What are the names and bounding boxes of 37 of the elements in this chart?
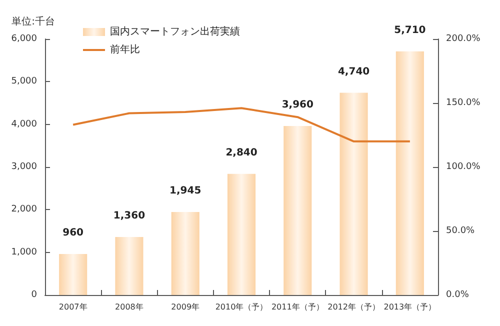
bar	[284, 126, 312, 295]
data-label: 960	[62, 228, 84, 239]
bar	[396, 51, 424, 295]
y-tick-label: 2,000	[11, 204, 38, 215]
data-label: 2,840	[226, 147, 258, 158]
bar	[340, 92, 368, 295]
x-tick-label: 2010年（予）	[215, 302, 268, 312]
y2-tick-label: 0.0%	[446, 290, 470, 300]
data-label: 4,740	[338, 66, 370, 78]
x-tick-label: 2012年（予）	[328, 302, 380, 312]
data-label: 1,360	[113, 210, 146, 222]
y-tick-label: 3,000	[11, 162, 38, 172]
legend-label: 国内スマートフォン出荷実績	[110, 26, 240, 38]
bar	[171, 212, 200, 295]
y2-tick-label: 200.0%	[446, 34, 481, 44]
y-axis-title: 単位:千台	[12, 16, 55, 28]
data-label: 5,710	[394, 24, 426, 36]
y-tick-label: 0	[31, 290, 38, 300]
y-tick-label: 5,000	[11, 76, 38, 87]
x-tick-label: 2009年	[171, 302, 200, 312]
bar	[115, 236, 144, 295]
line-series	[72, 107, 411, 142]
x-tick-label: 2011年（予）	[271, 302, 324, 312]
y-tick-label: 1,000	[11, 247, 38, 258]
y-tick-label: 6,000	[11, 34, 38, 44]
data-label: 1,945	[170, 186, 202, 197]
legend-label: 前年比	[110, 44, 140, 56]
bar	[227, 174, 256, 295]
x-tick-label: 2007年	[58, 302, 88, 312]
bar	[59, 254, 88, 295]
data-label: 3,960	[282, 100, 314, 111]
y2-tick-label: 100.0%	[446, 162, 481, 172]
x-tick-label: 2013年（予）	[384, 302, 436, 312]
y2-tick-label: 150.0%	[446, 98, 481, 108]
y-tick-label: 4,000	[11, 119, 38, 130]
y2-tick-label: 50.0%	[446, 226, 476, 236]
x-tick-label: 2008年	[115, 302, 144, 312]
